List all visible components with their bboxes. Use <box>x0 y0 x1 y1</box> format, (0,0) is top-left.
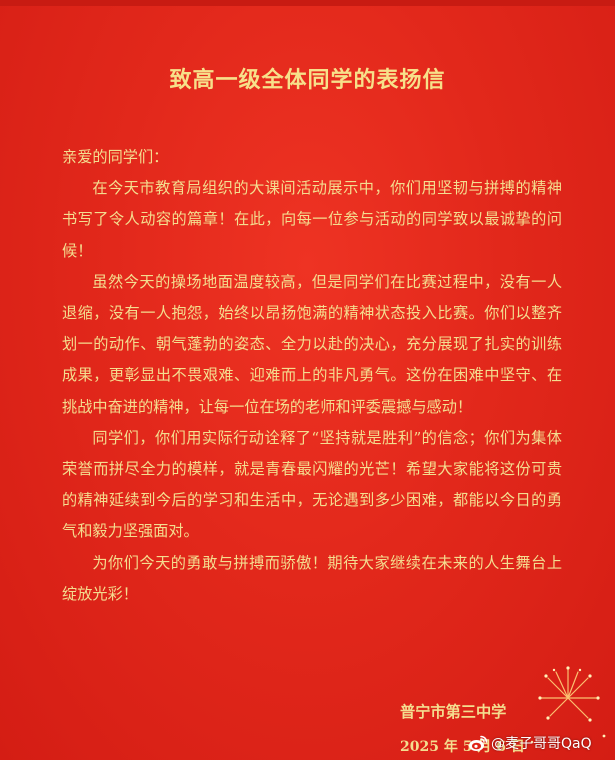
letter-greeting: 亲爱的同学们： <box>62 148 169 166</box>
fireworks-decoration <box>530 666 606 744</box>
weibo-icon <box>469 735 488 751</box>
letter-paragraph-3: 同学们，你们用实际行动诠释了“坚持就是胜利”的信念；你们为集体荣誉而拼尽全力的模… <box>62 428 562 541</box>
letter-signature: 普宁市第三中学 <box>400 703 507 721</box>
letter-paragraph-2: 虽然今天的操场地面温度较高，但是同学们在比赛过程中，没有一人退缩，没有一人抱怨，… <box>62 272 562 416</box>
letter-title: 致高一级全体同学的表扬信 <box>169 68 446 93</box>
top-strip <box>0 0 615 6</box>
watermark-text: @麦子哥哥QaQ <box>491 736 592 752</box>
letter-paragraph-1: 在今天市教育局组织的大课间活动展示中，你们用坚韧与拼搏的精神书写了令人动容的篇章… <box>62 179 562 260</box>
letter-paragraph-4: 为你们今天的勇敢与拼搏而骄傲！期待大家继续在未来的人生舞台上绽放光彩！ <box>62 553 562 603</box>
weibo-watermark: @麦子哥哥QaQ <box>468 732 592 754</box>
letter-date: 2025 年 5 月 6 日 <box>400 739 525 755</box>
letter-body: 亲爱的同学们： 在今天市教育局组织的大课间活动展示中，你们用坚韧与拼搏的精神书写… <box>62 142 562 610</box>
